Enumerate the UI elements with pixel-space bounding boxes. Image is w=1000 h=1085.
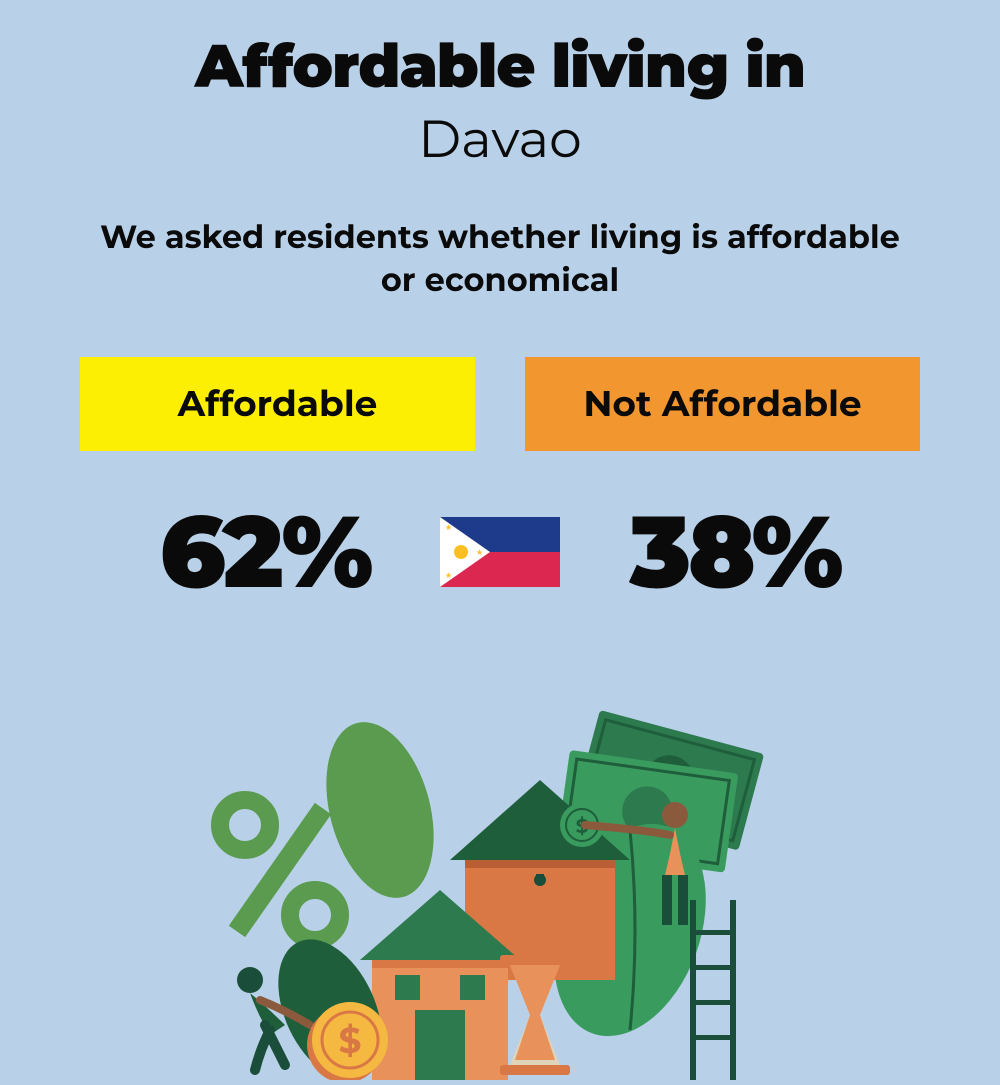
housing-illustration: $ bbox=[150, 680, 850, 1080]
infographic-container: Affordable living in Davao We asked resi… bbox=[0, 0, 1000, 643]
percentages-row: 62% ★ ★ ★ 38% bbox=[60, 491, 940, 613]
svg-text:$: $ bbox=[339, 1019, 362, 1063]
not-affordable-label-box: Not Affordable bbox=[525, 357, 920, 451]
title-line1: Affordable living in bbox=[60, 30, 940, 103]
not-affordable-percent: 38% bbox=[570, 491, 900, 613]
affordable-percent: 62% bbox=[100, 491, 430, 613]
labels-row: Affordable Not Affordable bbox=[60, 357, 940, 451]
affordable-label-box: Affordable bbox=[80, 357, 475, 451]
subtitle: We asked residents whether living is aff… bbox=[60, 216, 940, 302]
title-line2: Davao bbox=[60, 108, 940, 171]
philippines-flag-icon: ★ ★ ★ bbox=[440, 517, 560, 587]
